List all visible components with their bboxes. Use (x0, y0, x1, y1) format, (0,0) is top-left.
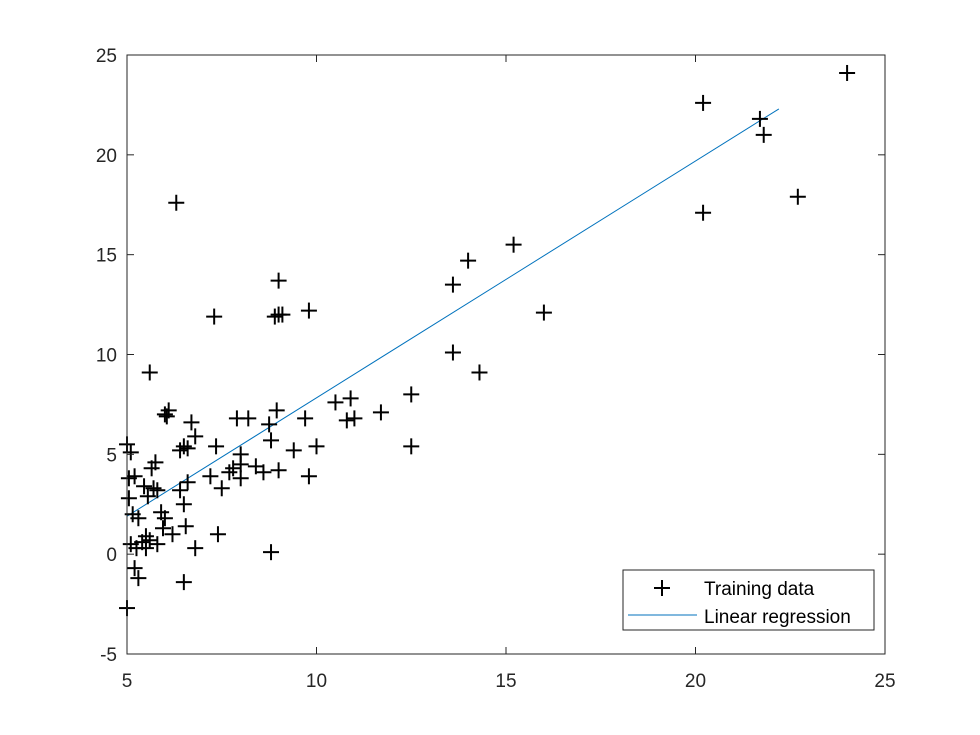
y-tick-label: 5 (106, 445, 117, 466)
data-point (789, 188, 806, 205)
regression-layer (126, 108, 780, 517)
data-point (308, 438, 325, 455)
data-point (240, 410, 257, 427)
data-point (122, 444, 139, 461)
data-point (346, 410, 363, 427)
data-point (444, 344, 461, 361)
y-tick-label: -5 (100, 645, 117, 666)
y-tick-label: 25 (96, 46, 117, 67)
data-point (172, 482, 189, 499)
data-point (149, 482, 166, 499)
data-point (213, 480, 230, 497)
data-point (297, 410, 314, 427)
data-point (751, 110, 768, 127)
points-layer (119, 64, 856, 617)
data-point (155, 520, 172, 537)
data-point (120, 490, 137, 507)
data-point (263, 544, 280, 561)
legend-label-training: Training data (704, 579, 815, 600)
data-point (471, 364, 488, 381)
data-point (403, 438, 420, 455)
y-tick-label: 10 (96, 346, 117, 367)
data-point (839, 64, 856, 81)
data-point (695, 204, 712, 221)
legend-label-regression: Linear regression (704, 607, 851, 628)
x-tick-label: 5 (122, 671, 133, 692)
data-point (183, 414, 200, 431)
data-point (403, 386, 420, 403)
data-point (268, 402, 285, 419)
data-point (172, 442, 189, 459)
data-point (126, 560, 143, 577)
data-point (255, 464, 272, 481)
data-point (232, 470, 249, 487)
data-point (141, 532, 158, 549)
data-point (342, 390, 359, 407)
data-point (300, 468, 317, 485)
data-point (460, 252, 477, 269)
data-point (179, 440, 196, 457)
data-point (168, 194, 185, 211)
data-point (285, 442, 302, 459)
regression-line (126, 108, 780, 517)
legend: Training data Linear regression (622, 569, 875, 631)
data-point (175, 574, 192, 591)
data-point (145, 480, 162, 497)
ticks-layer: 5 10 15 20 25 -5 0 5 10 15 20 25 (96, 46, 896, 692)
data-point (266, 308, 283, 325)
x-tick-label: 10 (306, 671, 327, 692)
data-point (147, 454, 164, 471)
data-point (202, 468, 219, 485)
data-point (130, 570, 147, 587)
data-point (136, 478, 153, 495)
data-point (126, 468, 143, 485)
y-tick-label: 15 (96, 246, 117, 267)
data-point (270, 462, 287, 479)
data-point (300, 302, 317, 319)
data-point (164, 526, 181, 543)
data-point (187, 540, 204, 557)
legend-plus-icon (654, 580, 670, 596)
data-point (372, 404, 389, 421)
data-point (130, 510, 147, 527)
data-point (209, 526, 226, 543)
data-point (755, 126, 772, 143)
data-point (156, 406, 173, 423)
data-point (175, 496, 192, 513)
data-point (232, 446, 249, 463)
data-point (327, 394, 344, 411)
data-point (137, 540, 154, 557)
data-point (156, 510, 173, 527)
data-point (225, 460, 242, 477)
x-tick-label: 15 (495, 671, 516, 692)
data-point (270, 272, 287, 289)
x-tick-label: 20 (685, 671, 706, 692)
data-point (141, 364, 158, 381)
data-point (338, 412, 355, 429)
data-point (187, 428, 204, 445)
data-point (505, 236, 522, 253)
data-point (444, 276, 461, 293)
data-point (149, 536, 166, 553)
legend-box (622, 569, 875, 631)
y-tick-label: 0 (106, 545, 117, 566)
x-tick-label: 25 (874, 671, 895, 692)
data-point (695, 94, 712, 111)
data-point (208, 438, 225, 455)
data-point (206, 308, 223, 325)
y-tick-label: 20 (96, 146, 117, 167)
data-point (263, 432, 280, 449)
data-point (160, 402, 177, 419)
plot-area (127, 55, 885, 654)
data-point (221, 464, 238, 481)
data-point (177, 518, 194, 535)
data-point (261, 416, 278, 433)
data-point (179, 474, 196, 491)
data-point (535, 304, 552, 321)
legend-training-marker (654, 580, 670, 596)
data-point (175, 438, 192, 455)
data-point (274, 306, 291, 323)
